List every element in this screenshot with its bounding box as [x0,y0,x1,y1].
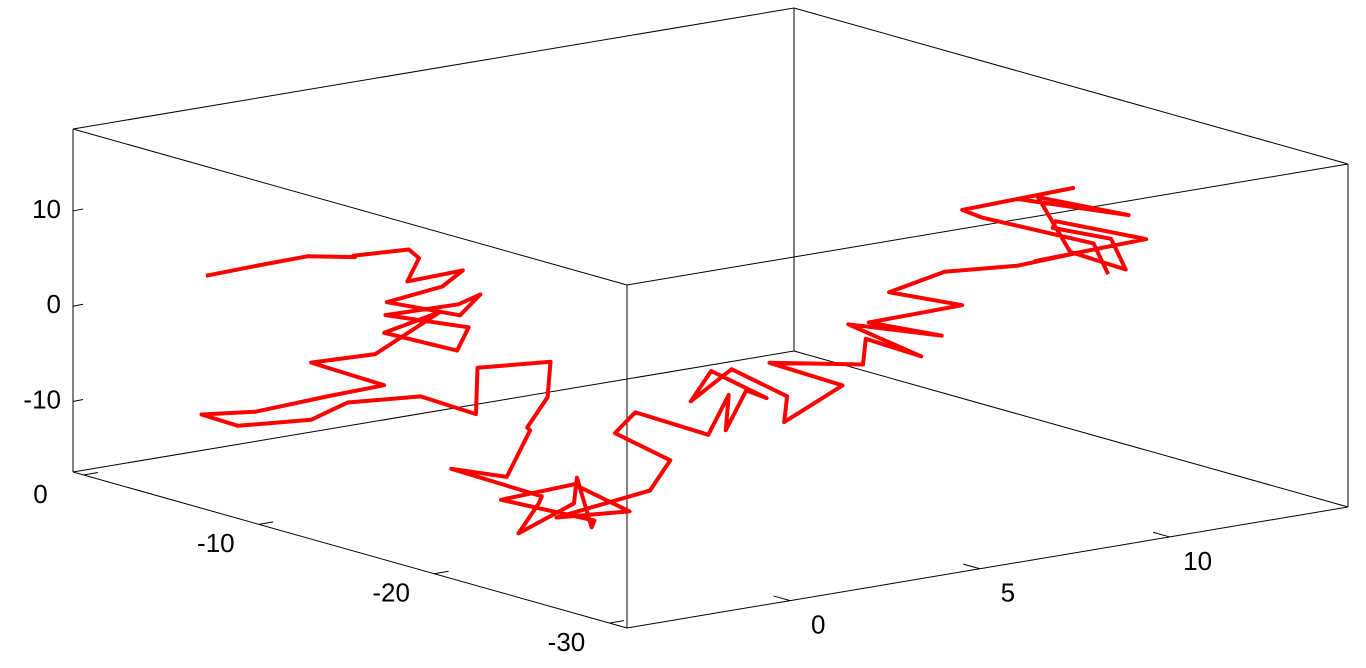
box-edge [626,506,1349,629]
box-edge [72,128,628,286]
box-edge [793,7,1349,165]
z-tick [72,208,84,212]
z-tick-label: -10 [23,384,61,414]
x-tick [773,595,791,602]
x-tick-label: 5 [1001,578,1015,608]
z-tick-label: 10 [32,194,61,224]
z-tick-label: 0 [47,289,61,319]
y-tick-label: -30 [548,627,586,657]
y-tick [258,521,274,525]
z-tick [72,399,84,402]
z-tick [72,303,84,307]
y-tick [434,570,449,575]
box-edge [72,350,795,473]
walk-line [199,186,1149,536]
y-tick-label: -10 [197,528,235,558]
box-edge [793,350,1349,508]
box-edge [626,163,1349,286]
box-edge [72,7,795,130]
x-tick-label: 10 [1183,546,1212,576]
y-tick-label: -20 [372,578,410,608]
x-tick [963,563,981,570]
y-tick [83,472,99,476]
x-tick-label: 0 [811,609,825,639]
box-edge [72,471,628,629]
y-tick [609,620,624,624]
x-tick [1152,531,1170,538]
y-tick-label: 0 [33,479,47,509]
